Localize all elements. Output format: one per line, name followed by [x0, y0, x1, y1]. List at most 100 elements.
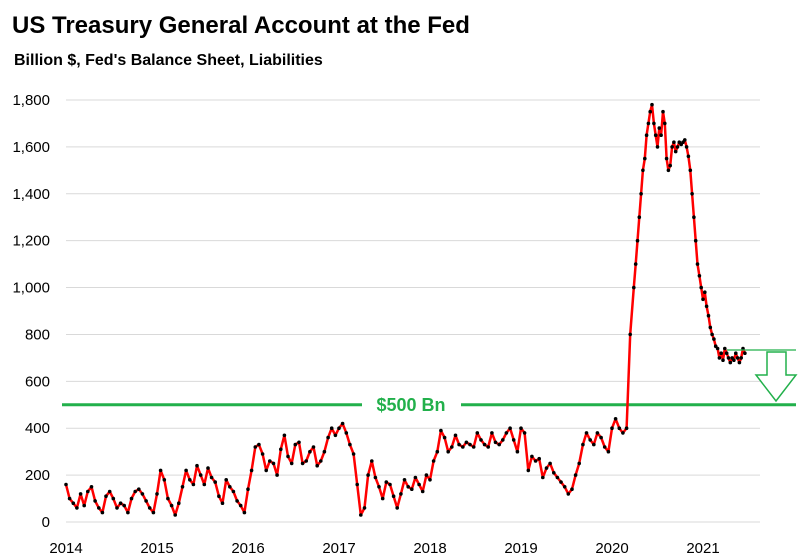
series-group: [64, 103, 747, 517]
data-point: [721, 358, 725, 363]
data-point: [78, 492, 83, 496]
data-point: [486, 445, 491, 449]
data-point: [659, 133, 663, 137]
data-point: [377, 485, 381, 489]
data-point: [315, 463, 320, 468]
y-tick-label: 1,600: [12, 139, 50, 156]
data-point: [644, 133, 649, 137]
data-point: [548, 461, 552, 466]
data-point: [133, 489, 137, 494]
data-point: [519, 426, 523, 431]
data-point: [515, 449, 520, 454]
data-point: [475, 431, 480, 435]
data-point: [428, 478, 432, 482]
data-point: [655, 145, 660, 149]
data-point: [308, 449, 312, 454]
data-point: [235, 499, 239, 503]
data-point: [541, 475, 545, 480]
series-line: [64, 103, 747, 517]
data-point: [657, 126, 662, 130]
data-point: [275, 473, 279, 477]
data-point: [155, 492, 159, 496]
data-point: [732, 358, 736, 363]
data-point: [468, 442, 472, 447]
data-point: [97, 506, 101, 510]
data-point: [115, 506, 119, 510]
data-point: [322, 449, 327, 454]
data-point: [126, 510, 130, 515]
data-point: [471, 445, 476, 449]
data-point: [703, 290, 707, 295]
y-tick-label: 600: [25, 373, 50, 390]
data-point: [224, 478, 228, 482]
data-point: [413, 475, 418, 480]
data-point: [648, 109, 652, 114]
data-point: [439, 428, 443, 433]
data-point: [739, 356, 743, 360]
data-point: [333, 433, 338, 438]
y-tick-label: 800: [25, 326, 50, 343]
data-point: [555, 475, 560, 480]
data-point: [71, 501, 76, 506]
data-point: [264, 468, 269, 473]
x-tick-label: 2015: [140, 540, 173, 557]
data-point: [158, 468, 163, 473]
data-point: [544, 466, 549, 470]
data-point: [628, 332, 632, 337]
data-point: [399, 492, 403, 496]
data-point: [304, 459, 309, 463]
data-point: [86, 489, 90, 494]
data-point: [490, 431, 494, 435]
data-point: [726, 356, 731, 360]
data-point: [107, 489, 112, 494]
data-point: [501, 438, 505, 442]
data-point: [693, 238, 698, 243]
data-point: [641, 168, 645, 173]
y-axis-ticks: 0 200 400 600 800 1,000 1,200 1,400 1,600 1,800: [12, 92, 50, 531]
y-tick-label: 0: [42, 514, 50, 531]
data-point: [253, 445, 258, 449]
data-point: [588, 438, 592, 442]
data-point: [602, 445, 607, 449]
data-point: [293, 442, 298, 447]
x-tick-label: 2019: [504, 540, 537, 557]
y-tick-label: 1,400: [12, 186, 50, 203]
x-tick-label: 2014: [49, 540, 82, 557]
data-point: [191, 482, 196, 487]
data-point: [652, 121, 656, 126]
data-point: [735, 356, 740, 360]
y-tick-label: 200: [25, 467, 50, 484]
x-tick-label: 2020: [595, 540, 628, 557]
data-point: [692, 215, 696, 219]
data-point: [217, 494, 221, 499]
data-point: [64, 482, 68, 487]
data-point: [370, 459, 374, 463]
data-point: [93, 499, 97, 503]
data-point: [664, 156, 669, 161]
data-point: [206, 466, 210, 470]
data-point: [424, 473, 429, 477]
data-point: [699, 285, 703, 290]
data-point: [712, 337, 716, 341]
data-point: [646, 121, 651, 126]
data-point: [533, 459, 538, 463]
data-point: [670, 145, 674, 149]
data-point: [566, 492, 571, 496]
data-point: [719, 351, 723, 356]
chart-subtitle: Billion $, Fed's Balance Sheet, Liabilit…: [14, 52, 323, 69]
data-point: [140, 492, 145, 496]
reference-line-group: $500 Bn: [62, 395, 796, 415]
data-point: [511, 438, 516, 442]
data-point: [675, 145, 680, 149]
data-point: [202, 482, 207, 487]
data-point: [633, 262, 638, 266]
data-point: [599, 435, 603, 440]
x-tick-label: 2018: [413, 540, 446, 557]
data-point: [663, 121, 667, 126]
data-point: [351, 452, 356, 456]
data-point: [337, 426, 341, 431]
data-point: [147, 506, 152, 510]
reference-line-label: $500 Bn: [376, 395, 445, 415]
data-point: [684, 145, 689, 149]
data-point: [650, 102, 654, 107]
